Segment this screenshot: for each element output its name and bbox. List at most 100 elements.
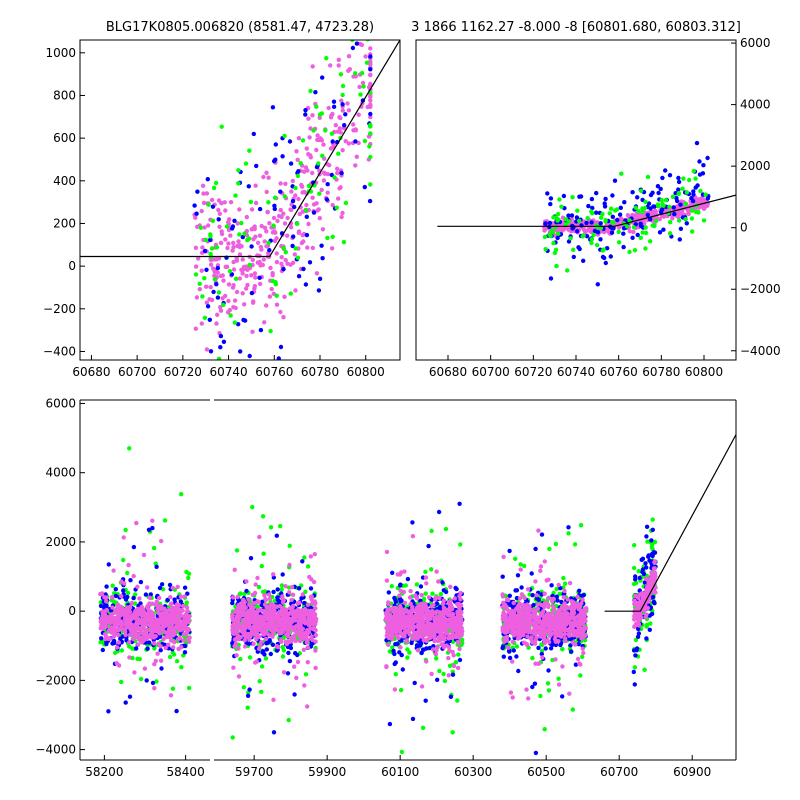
bottom-point-pink <box>426 622 431 627</box>
top-left-point-green <box>288 291 293 296</box>
bottom-point-blue <box>147 640 152 645</box>
bottom-point-green <box>127 644 132 649</box>
top-right-point-pink <box>701 204 706 210</box>
bottom-point-pink <box>452 634 457 639</box>
top-left-point-green <box>303 208 309 213</box>
top-left-point-pink <box>200 183 206 188</box>
bottom-point-blue <box>392 595 397 601</box>
bottom-point-pink <box>247 637 252 642</box>
top-left-point-green <box>271 223 276 228</box>
bottom-point-pink <box>297 630 303 636</box>
top-right-point-blue <box>545 191 550 196</box>
top-left-point-pink <box>346 108 352 113</box>
top-right-point-pink <box>582 227 587 233</box>
bottom-point-pink <box>176 646 181 652</box>
top-right-point-pink <box>679 209 685 214</box>
bottom-point-green <box>303 672 309 677</box>
bottom-point-pink <box>285 634 291 639</box>
top-left-point-green <box>358 92 363 97</box>
bottom-point-pink <box>301 647 306 652</box>
bottom-point-pink <box>131 631 136 636</box>
bottom-point-pink <box>441 622 446 627</box>
bottom-point-pink <box>154 599 159 604</box>
bottom-point-pink <box>450 649 455 655</box>
bottom-point-pink <box>143 629 148 634</box>
bottom-point-pink <box>144 622 149 627</box>
bottom-point-green <box>547 546 552 552</box>
top-left-point-pink <box>193 245 199 250</box>
bottom-point-pink <box>115 628 121 633</box>
top-right-point-blue <box>594 190 599 196</box>
bottom-point-pink <box>448 584 453 589</box>
top-right-point-green <box>554 263 559 269</box>
top-left-point-pink <box>301 169 307 174</box>
bottom-point-pink <box>247 625 253 631</box>
top-left-point-green <box>308 88 313 94</box>
top-left-point-blue <box>331 104 337 110</box>
bottom-point-pink <box>291 609 296 614</box>
top-right-point-blue <box>612 178 618 183</box>
top-left-point-pink <box>317 216 322 221</box>
top-left-point-green <box>266 200 271 205</box>
top-left-point-blue <box>280 154 285 159</box>
top-left-point-pink <box>305 245 310 250</box>
top-left-point-blue <box>195 189 200 194</box>
top-left-point-pink <box>253 183 258 188</box>
top-left-point-pink <box>221 278 226 283</box>
bottom-point-green <box>438 591 444 597</box>
top-left-point-pink <box>265 209 270 215</box>
top-left-point-pink <box>343 139 348 144</box>
top-right-point-blue <box>694 140 700 146</box>
bottom-point-blue <box>434 601 440 606</box>
top-right-point-blue <box>663 168 668 173</box>
top-left-point-pink <box>245 282 250 288</box>
bottom-point-green <box>513 556 518 561</box>
bottom-point-pink <box>410 636 415 641</box>
top-left-point-green <box>208 234 213 239</box>
bottom-point-pink <box>242 620 247 626</box>
bottom-point-blue <box>443 589 449 595</box>
bottom-point-pink <box>172 640 177 645</box>
top-right-point-green <box>616 240 622 245</box>
top-left-ytick-label: −200 <box>43 302 76 316</box>
bottom-point-green <box>162 518 168 523</box>
top-right-point-blue <box>676 175 681 181</box>
bottom-point-pink <box>446 645 452 650</box>
bottom-point-green <box>434 656 439 661</box>
bottom-point-green <box>405 655 410 660</box>
bottom-point-pink <box>146 602 151 608</box>
top-left-point-blue <box>232 218 237 223</box>
top-right-point-green <box>552 250 558 256</box>
top-left-point-pink <box>262 225 268 230</box>
top-left-point-pink <box>368 72 373 78</box>
bottom-point-pink <box>408 601 413 606</box>
bottom-point-green <box>453 660 459 665</box>
top-left-point-green <box>242 231 247 236</box>
bottom-point-blue <box>405 576 411 582</box>
top-left-point-pink <box>272 238 278 244</box>
bottom-point-green <box>538 693 543 699</box>
top-left-point-pink <box>278 181 283 186</box>
bottom-point-pink <box>416 603 421 608</box>
bottom-point-pink <box>234 653 239 658</box>
top-left-point-pink <box>206 223 211 228</box>
top-left-point-green <box>228 313 233 318</box>
top-left-point-green <box>210 218 216 223</box>
top-left-point-pink <box>345 101 350 106</box>
top-left-point-pink <box>249 207 255 212</box>
bottom-point-blue <box>158 648 163 653</box>
bottom-plot-area-1 <box>98 446 192 714</box>
bottom-point-pink <box>242 644 248 649</box>
top-left-point-pink <box>216 256 222 261</box>
bottom-point-pink <box>386 602 392 607</box>
bottom-point-pink <box>184 605 190 610</box>
bottom-point-green <box>234 548 240 553</box>
bottom-point-blue <box>437 606 443 611</box>
top-left-point-blue <box>221 339 227 344</box>
bottom-point-pink <box>402 610 407 615</box>
bottom-point-blue <box>100 647 106 653</box>
bottom-point-pink <box>309 617 314 622</box>
bottom-point-green <box>186 575 191 581</box>
top-left-point-blue <box>211 289 216 295</box>
top-left-point-pink <box>274 259 280 265</box>
